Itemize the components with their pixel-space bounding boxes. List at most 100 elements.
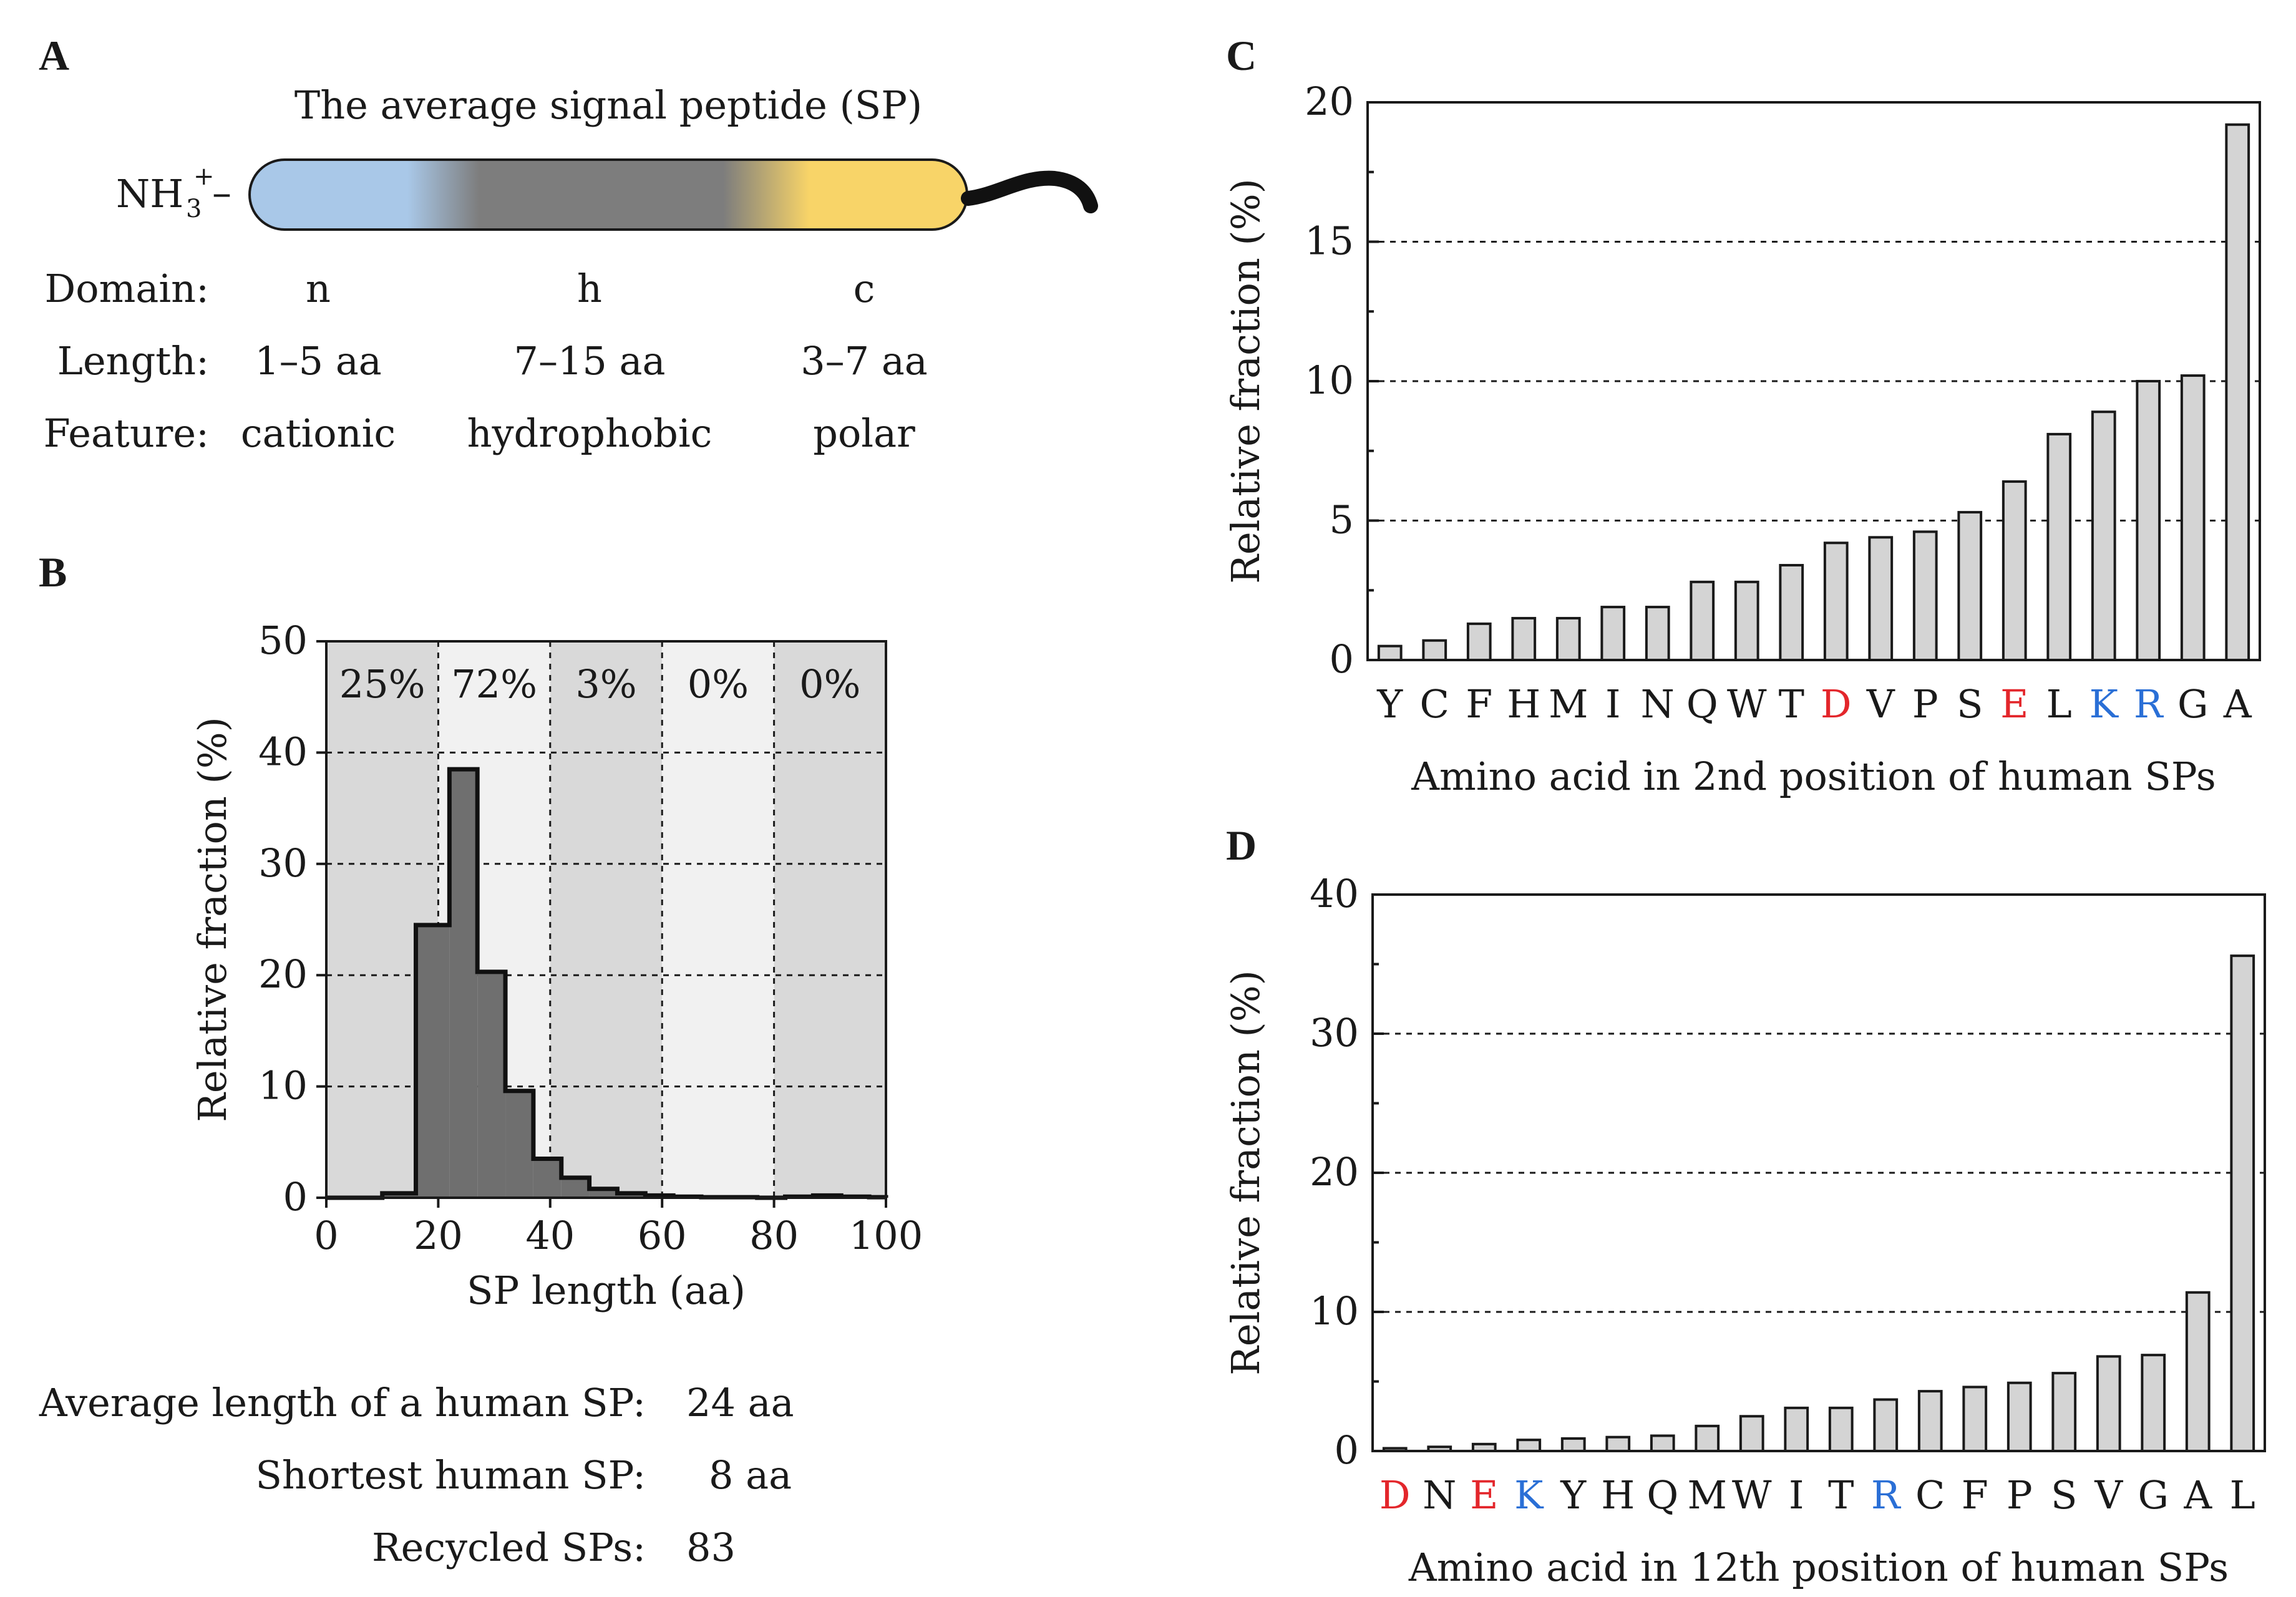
feature-row-label: Feature:: [44, 410, 209, 456]
bar-W: [1734, 580, 1759, 662]
bar-F: [1466, 622, 1492, 662]
panel-label-b: B: [39, 548, 67, 596]
n-terminus-base: NH: [116, 171, 183, 216]
y-tick-label: 40: [258, 729, 308, 774]
stat-label-recycled: Recycled SPs:: [372, 1525, 646, 1570]
x-tick-label: 80: [749, 1213, 799, 1258]
x-tick-label: 0: [314, 1213, 338, 1258]
mature-protein-tail: [961, 170, 1098, 213]
bar-chart-2nd-position: Y C F H M I N Q W T D V P S E L K R G A 0 5 10 15 20 Amino acid i…: [1223, 79, 2261, 799]
x-tick-label-Q: Q: [1686, 681, 1718, 727]
y-tick-label: 0: [283, 1174, 308, 1220]
bar-R: [2136, 380, 2161, 661]
bar-T: [1828, 1406, 1854, 1453]
plot-frame: [1366, 101, 2261, 661]
bar-Y: [1560, 1437, 1586, 1452]
band-2: [550, 641, 663, 1198]
y-axis-title: Relative fraction (%): [1223, 970, 1268, 1376]
band-3: [662, 641, 774, 1198]
signal-peptide-capsule: [248, 158, 968, 231]
bar-H: [1605, 1435, 1631, 1452]
y-tick-label: 50: [258, 618, 308, 663]
bar-P: [1912, 530, 1938, 661]
y-tick-label: 0: [1335, 1427, 1359, 1473]
x-tick-label-K: K: [2089, 681, 2119, 727]
x-tick-label-P: P: [2007, 1472, 2033, 1518]
bar-M: [1555, 616, 1581, 662]
bar-Q: [1650, 1434, 1675, 1452]
x-tick-label-I: I: [1789, 1472, 1804, 1518]
x-tick-label: 40: [525, 1213, 575, 1258]
x-tick-label-C: C: [1420, 681, 1449, 727]
histogram-bin: [449, 769, 478, 1198]
bar-S: [1957, 511, 1983, 662]
bar-N: [1645, 606, 1670, 662]
length-c: 3–7 aa: [800, 338, 928, 384]
x-tick-label-G: G: [2177, 681, 2209, 727]
bar-I: [1784, 1406, 1809, 1453]
x-tick-label-H: H: [1601, 1472, 1635, 1518]
band-label: 3%: [575, 661, 636, 707]
domain-n: n: [306, 266, 331, 311]
bar-C: [1917, 1390, 1943, 1453]
feature-n: cationic: [241, 410, 396, 456]
x-tick-label-K: K: [1514, 1472, 1544, 1518]
x-tick-label-V: V: [1866, 681, 1895, 727]
x-tick-label-D: D: [1379, 1472, 1411, 1518]
y-tick-label: 10: [1310, 1288, 1359, 1334]
x-tick-label: 100: [849, 1213, 923, 1258]
band-label: 25%: [339, 661, 426, 707]
bar-T: [1779, 564, 1804, 662]
n-terminus-sub: 3: [186, 195, 202, 223]
x-tick-label-R: R: [2134, 681, 2164, 727]
x-tick-label-F: F: [1962, 1472, 1988, 1518]
histogram-bin: [416, 925, 450, 1198]
x-tick-label-P: P: [1912, 681, 1938, 727]
histogram-bin: [505, 1090, 533, 1198]
x-tick-label-S: S: [2051, 1472, 2077, 1518]
x-tick-label-N: N: [1641, 681, 1675, 727]
y-tick-label: 20: [1310, 1149, 1359, 1195]
sp-title: The average signal peptide (SP): [294, 82, 922, 128]
panel-a: A The average signal peptide (SP) NH 3 +…: [39, 32, 1098, 456]
histogram-bin: [617, 1193, 646, 1198]
n-terminus-dash: –: [212, 170, 231, 215]
y-tick-label: 0: [1330, 636, 1354, 682]
x-tick-label-T: T: [1828, 1472, 1854, 1518]
histogram-bin: [533, 1158, 562, 1198]
histogram-outline: [326, 767, 888, 1200]
bar-L: [2046, 432, 2072, 661]
bar-A: [2185, 1291, 2211, 1453]
x-axis-title: Amino acid in 12th position of human SPs: [1408, 1545, 2229, 1590]
y-tick-label: 30: [1310, 1010, 1359, 1056]
bar-C: [1422, 639, 1447, 661]
length-h: 7–15 aa: [514, 338, 666, 384]
x-tick-label-G: G: [2138, 1472, 2169, 1518]
histogram-bin: [477, 971, 506, 1198]
y-tick-label: 10: [258, 1063, 308, 1109]
domain-c: c: [854, 266, 875, 311]
bar-V: [1868, 536, 1894, 661]
x-tick-label-E: E: [1470, 1472, 1498, 1518]
x-tick-label-Q: Q: [1647, 1472, 1678, 1518]
histogram-chart: 25% 72% 3% 0% 0% 0 10 20 30 40 50 0 20 40 60 80 100 SP le…: [190, 618, 923, 1313]
y-tick-label: 30: [258, 840, 308, 886]
bar-K: [1516, 1439, 1542, 1452]
stat-label-average: Average length of a human SP:: [39, 1380, 646, 1425]
stat-value-recycled: 83: [686, 1525, 736, 1570]
bar-F: [1962, 1386, 1988, 1452]
histogram-bin: [561, 1177, 590, 1198]
x-tick-label-W: W: [1732, 1472, 1772, 1518]
band-label: 0%: [799, 661, 860, 707]
bar-Q: [1690, 580, 1715, 662]
bar-I: [1600, 606, 1626, 662]
panel-b: B 25% 72% 3% 0% 0% 0 10 20 30 40 50 0 20 40 60 80 100 SP …: [39, 548, 923, 1313]
panel-label-d: D: [1226, 822, 1257, 869]
length-row-label: Length:: [57, 338, 209, 384]
bar-M: [1695, 1424, 1720, 1453]
sp-statistics: Average length of a human SP: 24 aa Shor…: [39, 1380, 794, 1570]
panel-label-c: C: [1226, 32, 1257, 79]
bar-G: [2141, 1354, 2166, 1452]
x-tick-label-I: I: [1605, 681, 1621, 727]
